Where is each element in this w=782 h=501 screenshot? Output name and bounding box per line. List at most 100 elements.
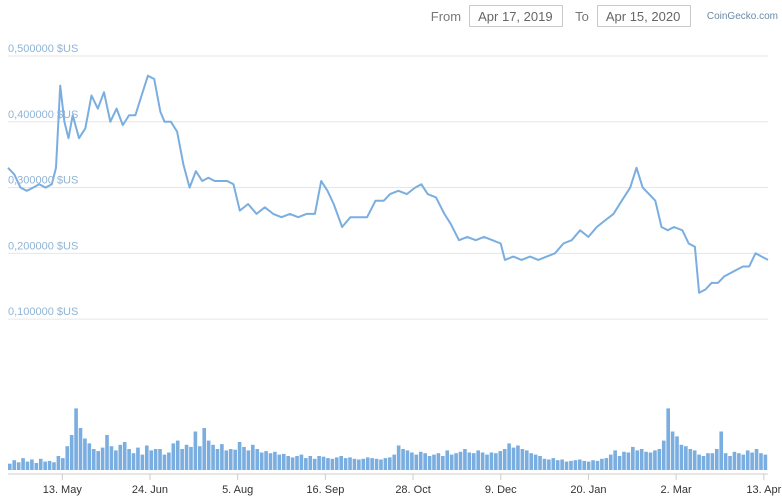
- volume-bar: [582, 460, 587, 470]
- volume-bar: [675, 436, 679, 470]
- volume-bar: [679, 444, 684, 470]
- volume-bar: [551, 458, 556, 470]
- volume-bar: [392, 454, 397, 470]
- volume-bar: [100, 447, 105, 470]
- x-tick-label: 2. Mar: [661, 484, 693, 496]
- volume-bar: [573, 460, 578, 470]
- volume-bar: [259, 452, 264, 470]
- volume-bar: [361, 458, 366, 470]
- volume-bar: [114, 450, 118, 470]
- volume-bar: [140, 454, 145, 470]
- volume-bar: [538, 456, 542, 470]
- brand-credit: CoinGecko.com: [706, 10, 778, 22]
- volume-bar: [383, 458, 388, 470]
- volume-bar: [701, 456, 706, 470]
- volume-bar: [281, 453, 286, 470]
- volume-bar: [750, 452, 754, 470]
- volume-bar: [38, 458, 43, 470]
- volume-bar: [432, 454, 436, 470]
- volume-bar: [34, 463, 39, 470]
- volume-bar: [215, 449, 220, 470]
- volume-bar: [8, 463, 12, 470]
- volume-bar: [631, 446, 635, 470]
- volume-bar: [149, 450, 154, 470]
- volume-bar: [365, 457, 370, 470]
- volume-bar: [290, 457, 295, 470]
- volume-bar: [295, 456, 299, 470]
- volume-bar: [737, 453, 741, 470]
- volume-bar: [118, 444, 123, 470]
- volume-bar: [471, 453, 476, 470]
- volume-bar: [728, 456, 732, 470]
- from-date-input[interactable]: Apr 17, 2019: [469, 5, 564, 27]
- volume-bar: [617, 456, 622, 470]
- volume-bar: [410, 452, 414, 470]
- volume-bar: [321, 456, 326, 470]
- volume-bar: [692, 450, 697, 470]
- volume-bar: [622, 451, 626, 470]
- volume-bar: [608, 454, 613, 470]
- volume-bar: [30, 459, 34, 470]
- volume-bar: [441, 456, 445, 470]
- volume-bar: [613, 450, 617, 470]
- volume-bar: [268, 453, 273, 470]
- volume-bar: [480, 452, 485, 470]
- volume-bar: [555, 460, 560, 470]
- volume-bar: [56, 456, 61, 470]
- volume-bar: [105, 435, 109, 470]
- to-label: To: [575, 8, 589, 24]
- volume-bar: [175, 440, 180, 470]
- volume-bar: [206, 440, 211, 470]
- volume-bar: [12, 460, 17, 470]
- volume-bar: [591, 460, 595, 470]
- volume-bar: [388, 457, 392, 470]
- volume-bar: [21, 458, 25, 470]
- volume-bar: [449, 454, 454, 470]
- volume-bar: [454, 453, 458, 470]
- volume-bar: [109, 446, 114, 470]
- volume-bar: [524, 450, 529, 470]
- volume-bar: [542, 458, 547, 470]
- volume-bar: [43, 461, 47, 470]
- volume-bar: [586, 461, 591, 470]
- volume-bar: [670, 431, 675, 470]
- volume-bar: [189, 446, 193, 470]
- to-date-input[interactable]: Apr 15, 2020: [596, 5, 691, 27]
- y-tick-label: 0,100000 $US: [8, 306, 78, 318]
- volume-bar: [255, 449, 260, 470]
- volume-bar: [529, 453, 534, 470]
- volume-bar: [463, 449, 467, 470]
- volume-bar: [334, 457, 339, 470]
- volume-bar: [136, 447, 140, 470]
- volume-bar: [547, 459, 551, 470]
- volume-bar: [171, 443, 176, 470]
- volume-bar: [414, 454, 419, 470]
- x-tick-label: 13. May: [43, 484, 83, 496]
- volume-bar: [52, 462, 56, 470]
- volume-bar: [16, 462, 21, 470]
- volume-bar: [445, 450, 450, 470]
- volume-bar: [158, 449, 162, 470]
- volume-bar: [352, 458, 357, 470]
- volume-bar: [304, 458, 308, 470]
- volume-bar: [308, 456, 313, 470]
- volume-bar: [343, 458, 348, 470]
- volume-bar: [299, 454, 304, 470]
- volume-bar: [312, 458, 317, 470]
- x-tick-label: 5. Aug: [222, 484, 253, 496]
- volume-bar: [661, 440, 666, 470]
- volume-bar: [339, 456, 344, 470]
- volume-bar: [697, 454, 701, 470]
- volume-bar: [759, 453, 763, 470]
- volume-bar: [202, 428, 207, 470]
- volume-bar: [520, 449, 525, 470]
- volume-bar: [684, 446, 688, 470]
- volume-bar: [467, 452, 472, 470]
- volume-bar: [396, 445, 401, 470]
- volume-bar: [277, 454, 282, 470]
- volume-bar: [96, 451, 100, 470]
- volume-bar: [604, 458, 609, 470]
- from-label: From: [430, 8, 462, 24]
- volume-bar: [237, 442, 242, 470]
- volume-bar: [476, 450, 480, 470]
